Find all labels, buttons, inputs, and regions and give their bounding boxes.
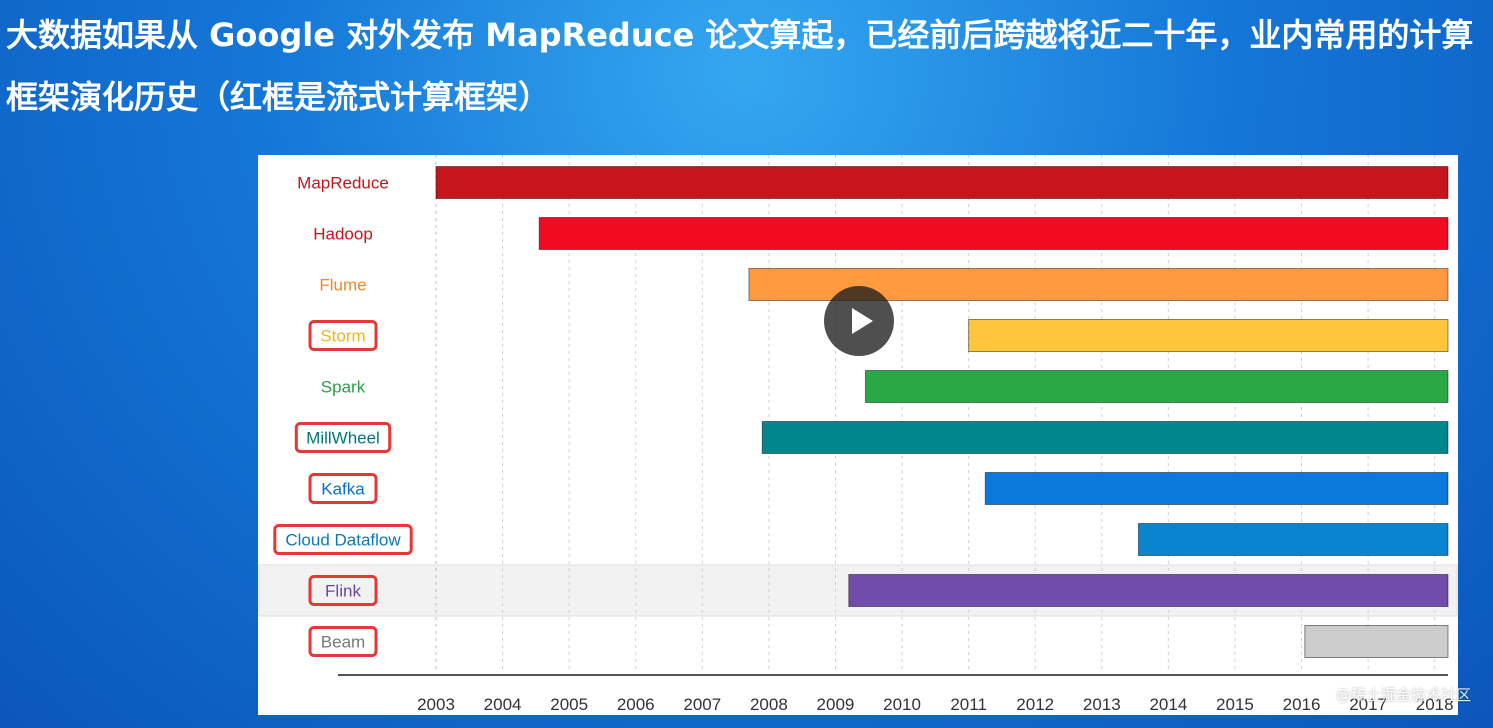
- label-flink: Flink: [325, 582, 361, 601]
- bar-cloud-dataflow: [1137, 523, 1449, 556]
- label-kafka: Kafka: [321, 480, 365, 499]
- bar-millwheel: [761, 421, 1449, 454]
- x-tick-label: 2016: [1283, 695, 1321, 714]
- label-flume: Flume: [319, 276, 366, 295]
- x-tick-label: 2017: [1349, 695, 1387, 714]
- highlight-box: [308, 473, 378, 504]
- x-tick-label: 2014: [1149, 695, 1187, 714]
- x-tick-label: 2015: [1216, 695, 1254, 714]
- label-millwheel: MillWheel: [306, 429, 380, 448]
- highlight-box: [308, 575, 378, 606]
- x-tick-label: 2010: [883, 695, 921, 714]
- x-tick-label: 2008: [750, 695, 788, 714]
- label-cloud-dataflow: Cloud Dataflow: [285, 531, 401, 550]
- watermark-text: @稀土掘金技术社区: [1335, 686, 1471, 704]
- highlight-box: [308, 320, 378, 351]
- highlight-box: [273, 524, 413, 555]
- timeline-chart-svg: MapReduce Hadoop Flume Storm Spark MillWheel K…: [258, 155, 1458, 714]
- x-tick-label: 2004: [484, 695, 522, 714]
- label-storm: Storm: [320, 327, 365, 346]
- play-button[interactable]: [824, 286, 894, 356]
- label-spark: Spark: [321, 378, 366, 397]
- x-tick-label: 2003: [417, 695, 455, 714]
- label-hadoop: Hadoop: [313, 225, 373, 244]
- label-beam: Beam: [321, 633, 365, 652]
- bar-kafka: [984, 472, 1449, 505]
- x-tick-label: 2013: [1083, 695, 1121, 714]
- x-tick-label: 2005: [550, 695, 588, 714]
- bar-mapreduce: [435, 166, 1449, 199]
- play-icon: [851, 308, 873, 334]
- slide-title: 大数据如果从 Google 对外发布 MapReduce 论文算起，已经前后跨越…: [6, 16, 1474, 116]
- x-tick-label: 2009: [817, 695, 855, 714]
- label-mapreduce: MapReduce: [297, 174, 389, 193]
- bar-beam: [1304, 625, 1449, 658]
- bar-flink: [848, 574, 1449, 607]
- highlight-box: [294, 422, 392, 453]
- highlight-box: [308, 626, 378, 657]
- bar-hadoop: [538, 217, 1449, 250]
- x-tick-label: 2018: [1416, 695, 1454, 714]
- bar-spark: [864, 370, 1449, 403]
- timeline-chart: MapReduce Hadoop Flume Storm Spark MillWheel K…: [258, 155, 1458, 715]
- x-tick-label: 2006: [617, 695, 655, 714]
- bar-storm: [968, 319, 1449, 352]
- x-tick-label: 2012: [1016, 695, 1054, 714]
- x-tick-label: 2011: [950, 695, 987, 714]
- x-tick-label: 2007: [683, 695, 721, 714]
